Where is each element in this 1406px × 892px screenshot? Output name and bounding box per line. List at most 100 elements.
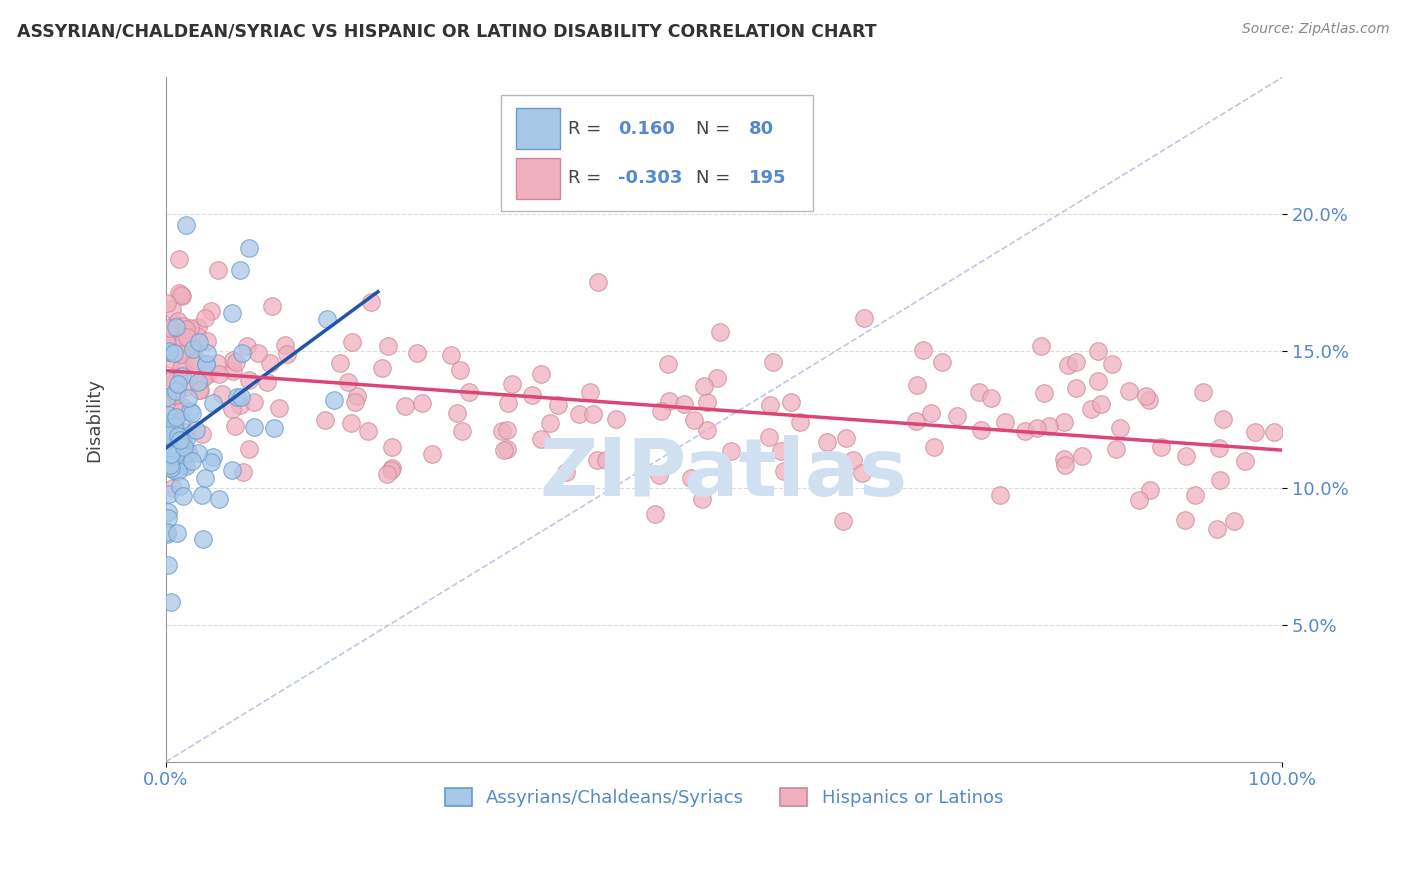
Point	[186, 319, 208, 334]
Point	[177, 446, 200, 460]
Point	[693, 378, 716, 392]
Point	[173, 441, 195, 455]
Point	[201, 450, 224, 464]
Point	[446, 406, 468, 420]
Point	[160, 374, 183, 388]
Point	[1070, 449, 1092, 463]
Point	[495, 423, 517, 437]
Point	[538, 417, 561, 431]
Point	[157, 321, 180, 335]
Point	[156, 417, 179, 432]
Point	[314, 412, 336, 426]
Point	[166, 526, 188, 541]
Point	[322, 392, 344, 407]
Point	[222, 353, 245, 368]
Point	[167, 448, 190, 462]
Point	[842, 453, 865, 467]
Point	[1014, 424, 1036, 438]
Point	[1064, 381, 1087, 395]
Point	[156, 419, 179, 434]
Point	[229, 398, 252, 412]
Point	[238, 442, 260, 456]
Point	[167, 286, 190, 301]
Point	[221, 463, 243, 477]
Point	[167, 443, 190, 458]
Point	[208, 367, 231, 381]
Point	[165, 389, 187, 403]
Point	[157, 505, 180, 519]
Point	[156, 336, 179, 351]
Point	[188, 383, 211, 397]
Point	[1174, 513, 1197, 527]
Point	[160, 416, 183, 430]
Point	[156, 296, 179, 310]
Point	[1038, 419, 1060, 434]
Point	[568, 408, 591, 422]
Point	[343, 394, 366, 409]
Point	[336, 376, 359, 390]
Point	[184, 353, 207, 368]
Point	[226, 390, 249, 404]
Point	[1029, 339, 1052, 353]
Point	[276, 347, 298, 361]
Point	[1090, 397, 1112, 411]
Point	[1064, 355, 1087, 369]
Point	[658, 394, 681, 409]
Point	[162, 481, 184, 495]
Point	[156, 527, 179, 541]
Point	[180, 339, 202, 353]
Point	[1205, 522, 1227, 536]
Point	[262, 299, 284, 313]
Point	[1053, 458, 1076, 472]
Point	[195, 357, 218, 371]
Point	[156, 411, 179, 425]
Point	[905, 413, 928, 427]
Point	[357, 425, 380, 439]
Point	[157, 441, 180, 455]
Point	[579, 384, 602, 399]
Point	[165, 409, 187, 424]
Point	[157, 510, 180, 524]
Point	[194, 357, 217, 371]
Point	[458, 385, 481, 400]
Point	[967, 385, 990, 400]
Point	[177, 391, 200, 405]
Text: -0.303: -0.303	[617, 169, 682, 187]
FancyBboxPatch shape	[516, 158, 560, 199]
Point	[495, 442, 517, 456]
Point	[162, 419, 184, 434]
Point	[201, 396, 224, 410]
Point	[167, 314, 190, 328]
Point	[167, 252, 190, 266]
Point	[179, 320, 201, 334]
Point	[832, 514, 855, 528]
Point	[194, 471, 217, 485]
Point	[1026, 421, 1049, 435]
Point	[342, 334, 364, 349]
Point	[176, 343, 198, 357]
FancyBboxPatch shape	[501, 95, 813, 211]
Point	[191, 488, 214, 502]
Point	[709, 325, 731, 339]
Point	[679, 470, 702, 484]
Point	[163, 375, 186, 389]
Point	[183, 355, 205, 369]
Point	[221, 306, 243, 320]
Point	[157, 427, 180, 442]
Point	[157, 408, 180, 422]
Point	[167, 426, 190, 441]
FancyBboxPatch shape	[516, 108, 560, 149]
Point	[172, 369, 194, 384]
Point	[779, 395, 801, 409]
Point	[167, 464, 190, 478]
Point	[165, 388, 187, 402]
Point	[167, 429, 190, 443]
Point	[200, 304, 222, 318]
Point	[770, 444, 793, 458]
Point	[905, 377, 928, 392]
Point	[174, 359, 197, 374]
Point	[197, 367, 219, 381]
Point	[195, 334, 218, 348]
Text: Source: ZipAtlas.com: Source: ZipAtlas.com	[1241, 22, 1389, 37]
Point	[530, 432, 553, 446]
